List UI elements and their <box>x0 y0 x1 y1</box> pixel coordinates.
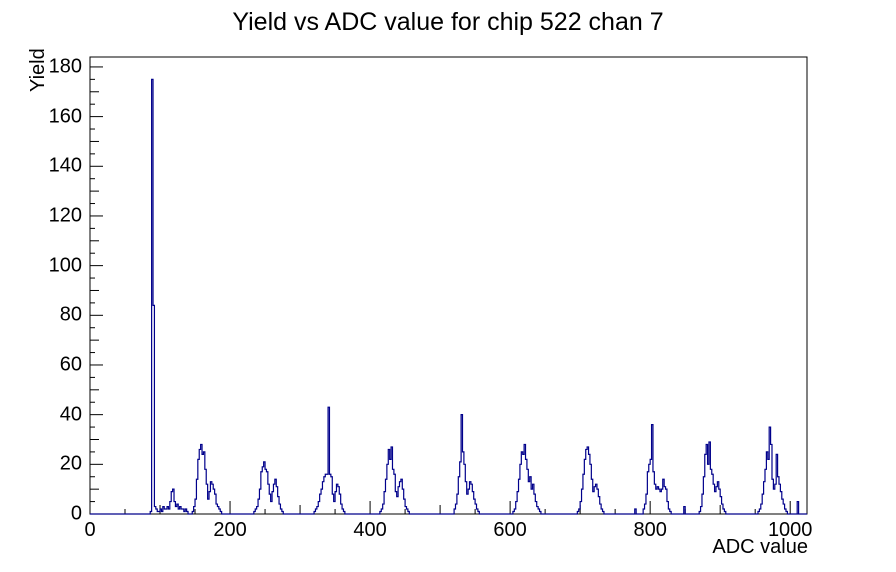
x-axis-tick-label: 0 <box>84 519 96 541</box>
y-axis-tick-label: 40 <box>59 403 82 426</box>
plot-frame <box>89 56 808 515</box>
x-axis-tick-label: 400 <box>353 519 387 541</box>
y-axis-tick-label: 20 <box>59 452 82 475</box>
x-axis-title: ADC value <box>712 536 808 558</box>
x-axis-tick-label: 200 <box>213 519 247 541</box>
x-axis-tick-label: 600 <box>493 519 527 541</box>
y-axis-tick-label: 80 <box>59 303 82 326</box>
y-axis-tick-label: 60 <box>59 353 82 376</box>
x-axis-tick-label: 800 <box>633 519 667 541</box>
y-axis-tick-label: 140 <box>48 154 82 177</box>
histogram-series <box>90 78 807 515</box>
y-axis-tick-label: 0 <box>70 502 82 525</box>
x-axis-tick-label: 1000 <box>767 519 813 541</box>
y-axis-tick-label: 180 <box>48 55 82 78</box>
y-axis-tick-label: 100 <box>48 254 82 277</box>
chart-title: Yield vs ADC value for chip 522 chan 7 <box>232 8 664 36</box>
y-axis-tick-label: 120 <box>48 204 82 227</box>
y-axis-tick-label: 160 <box>48 105 82 128</box>
